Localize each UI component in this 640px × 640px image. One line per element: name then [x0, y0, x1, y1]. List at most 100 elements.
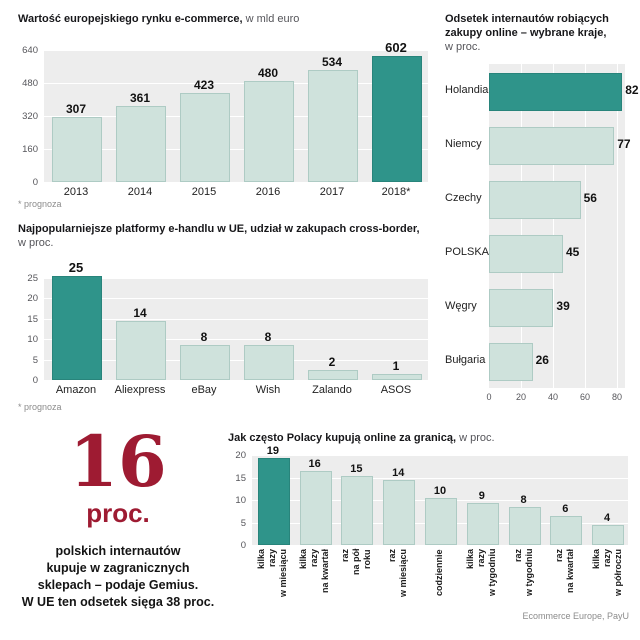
y-tick-label: 320	[22, 111, 38, 122]
gridline	[44, 50, 428, 51]
bar-value-aliexpress: 14	[133, 305, 147, 320]
bar-value-ebay: 8	[200, 330, 208, 345]
y-tick-label: 15	[235, 472, 246, 484]
category-label-kilka-razy-w-miesi-cu: kilka razy w miesiącu	[252, 549, 294, 617]
category-label-2017: 2017	[319, 186, 345, 198]
gridline	[44, 149, 428, 150]
x-tick-label: 40	[547, 392, 558, 402]
bar-value-2016: 480	[257, 66, 279, 80]
category-label-text: raz w tygodniu	[512, 549, 534, 597]
bar-2018	[372, 55, 422, 182]
category-label-w-gry: Węgry	[445, 300, 477, 312]
bar-value-2014: 361	[129, 90, 151, 105]
chart-title-countries: Odsetek internautów robiących zakupy onl…	[445, 12, 609, 54]
bar-w-gry	[489, 289, 554, 327]
category-label-text: kilka razy na kwartał	[298, 549, 331, 594]
bar-raz-na-kwarta	[550, 516, 583, 545]
y-tick-label: 15	[27, 313, 38, 325]
bar-value-w-gry: 39	[556, 299, 570, 313]
bar-wish	[244, 345, 294, 380]
stat-caption-line: kupuje w zagranicznych	[46, 561, 190, 575]
bar-value-raz-w-tygodniu: 8	[520, 494, 527, 506]
y-tick-label: 20	[235, 450, 246, 461]
bar-value-kilka-razy-na-kwarta: 16	[308, 458, 321, 470]
y-tick-label: 10	[27, 334, 38, 346]
category-label-text: raz na kwartał	[554, 549, 576, 594]
stat-unit: proc.	[86, 498, 150, 528]
bar-niemcy	[489, 127, 615, 165]
plot-area: 307 361 423 480 534 602	[44, 40, 428, 182]
bar-value-codziennie: 10	[433, 485, 447, 497]
bar-amazon	[52, 276, 102, 380]
category-label-text: kilka razy w miesiącu	[256, 549, 289, 598]
x-tick-label: 60	[579, 392, 590, 402]
gridline	[585, 64, 586, 388]
bar-asos	[372, 373, 422, 380]
category-label-zalando: Zalando	[312, 384, 352, 396]
category-label-raz-w-tygodniu: raz w tygodniu	[503, 549, 545, 617]
plot-area: 82 77 56 45 39 26	[489, 64, 639, 388]
bar-value-kilka-razy-w-p-roczu: 4	[604, 512, 611, 524]
bar-2017	[308, 69, 358, 182]
stat-caption: polskich internautów kupuje w zagraniczn…	[8, 543, 228, 611]
y-tick-label: 5	[32, 354, 38, 366]
bar-codziennie	[425, 498, 457, 545]
bar-value-asos: 1	[392, 358, 400, 373]
y-axis: 0 5 10 15 20 25	[16, 273, 38, 386]
stat-block: 16 proc. polskich internautów kupuje w z…	[8, 420, 228, 611]
plot-area: 19 16 15 14 10 9 8 6 4	[252, 445, 628, 545]
bar-kilka-razy-w-miesi-cu	[257, 457, 290, 545]
category-label-kilka-razy-na-kwarta: kilka razy na kwartał	[294, 549, 336, 617]
footnote-market-prognoza: * prognoza	[18, 199, 62, 209]
gridline	[252, 455, 628, 456]
category-label-2014: 2014	[127, 186, 153, 198]
bar-value-bu-garia: 26	[535, 353, 549, 367]
category-label-amazon: Amazon	[55, 384, 97, 396]
x-tick-label: 80	[611, 392, 622, 402]
category-label-text: kilka razy w półroczu	[590, 549, 623, 596]
gridline	[44, 116, 428, 117]
category-label-2013: 2013	[63, 186, 89, 198]
gridline	[553, 64, 554, 388]
category-label-niemcy: Niemcy	[445, 138, 482, 150]
stat-number: 16	[69, 420, 167, 503]
category-label-raz-na-kwarta: raz na kwartał	[544, 549, 586, 617]
category-label-czechy: Czechy	[445, 192, 482, 204]
gridline	[44, 83, 428, 84]
category-label-raz-na-p-roku: raz na pół roku	[336, 549, 378, 617]
bar-2013	[52, 116, 102, 182]
bar-value-zalando: 2	[328, 354, 336, 369]
bar-kilka-razy-na-kwarta	[299, 471, 332, 545]
chart-title-frequency-bold: Jak często Polacy kupują online za grani…	[228, 432, 457, 444]
y-tick-label: 25	[27, 273, 38, 284]
y-tick-label: 0	[32, 177, 38, 188]
y-axis: 0 160 320 480 640	[16, 45, 38, 188]
chart-title-frequency-unit: w proc.	[456, 432, 495, 444]
gridline	[521, 64, 522, 388]
category-label-text: kilka razy w tygodniu	[465, 549, 498, 597]
y-tick-label: 0	[240, 540, 246, 551]
y-axis: 0 5 10 15 20	[228, 450, 246, 551]
y-tick-label: 640	[22, 45, 38, 56]
chart-title-market-bold: Wartość europejskiego rynku e-commerce,	[18, 13, 243, 25]
footnote-platforms-prognoza: * prognoza	[18, 402, 62, 412]
y-tick-label: 480	[22, 78, 38, 89]
category-label-2015: 2015	[191, 186, 217, 198]
gridline	[44, 339, 428, 341]
bar-value-wish: 8	[264, 330, 272, 345]
y-tick-label: 5	[240, 517, 246, 529]
category-label-kilka-razy-w-p-roczu: kilka razy w półroczu	[586, 549, 628, 617]
bar-value-amazon: 25	[68, 260, 84, 275]
bar-value-polska: 45	[566, 245, 580, 259]
bar-value-raz-na-kwarta: 6	[562, 503, 569, 515]
bar-value-2017: 534	[321, 54, 343, 69]
category-label-2016: 2016	[255, 186, 281, 198]
gridline	[44, 359, 428, 361]
bar-value-raz-w-miesi-cu: 14	[392, 467, 405, 479]
bar-kilka-razy-w-p-roczu	[592, 525, 625, 545]
category-label-polska: POLSKA	[445, 246, 490, 258]
bar-value-czechy: 56	[583, 191, 597, 205]
category-label-aliexpress: Aliexpress	[114, 384, 166, 396]
bar-raz-na-p-roku	[341, 475, 374, 545]
bar-ebay	[180, 345, 230, 380]
